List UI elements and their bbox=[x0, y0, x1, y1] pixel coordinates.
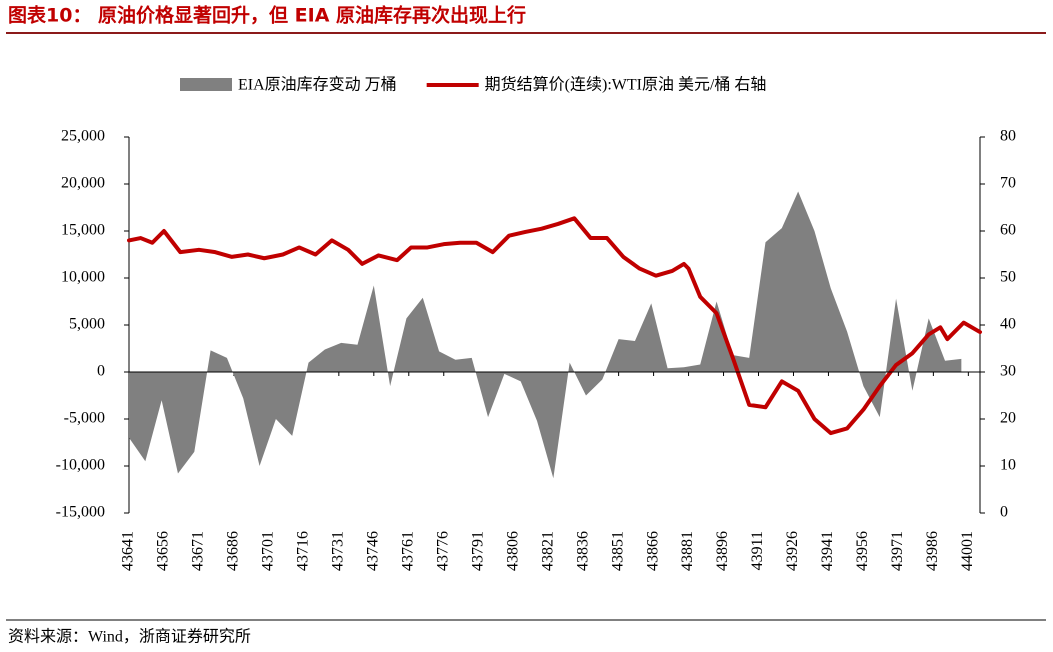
x-tick-label: 43701 bbox=[260, 531, 277, 571]
legend-swatch bbox=[180, 78, 232, 91]
source: 资料来源：Wind，浙商证券研究所 bbox=[8, 628, 251, 646]
y-tick-label: 0 bbox=[97, 363, 105, 380]
x-tick-label: 43896 bbox=[714, 531, 731, 571]
chart-title: 图表10： 原油价格显著回升，但 EIA 原油库存再次出现上行 bbox=[8, 4, 526, 27]
y-tick-label: -10,000 bbox=[56, 457, 105, 474]
x-tick-label: 43866 bbox=[644, 531, 661, 571]
x-tick-label: 43686 bbox=[225, 531, 242, 571]
x-tick-label: 43806 bbox=[504, 531, 521, 571]
y-tick-label: -15,000 bbox=[56, 504, 105, 521]
x-tick-label: 43821 bbox=[539, 531, 556, 571]
x-tick-label: 43911 bbox=[749, 531, 766, 570]
x-tick-label: 43746 bbox=[364, 531, 381, 571]
x-tick-label: 43656 bbox=[155, 531, 172, 571]
x-tick-label: 43671 bbox=[190, 531, 207, 571]
y2-tick-label: 30 bbox=[1000, 363, 1016, 380]
x-tick-label: 43926 bbox=[784, 531, 801, 571]
area bbox=[129, 191, 962, 479]
y-tick-label: -5,000 bbox=[64, 410, 105, 427]
x-tick-label: 43776 bbox=[434, 531, 451, 571]
legend-label: 期货结算价(连续):WTI原油 美元/桶 右轴 bbox=[485, 75, 767, 94]
x-tick-label: 43851 bbox=[609, 531, 626, 571]
y-tick-label: 5,000 bbox=[69, 316, 105, 333]
line bbox=[127, 216, 982, 436]
y2-tick-label: 50 bbox=[1000, 269, 1016, 286]
y-tick-label: 20,000 bbox=[61, 175, 105, 192]
x-tick-label: 43791 bbox=[469, 531, 486, 571]
y2-tick-label: 40 bbox=[1000, 316, 1016, 333]
y2-tick-label: 20 bbox=[1000, 410, 1016, 427]
y2-tick-label: 70 bbox=[1000, 175, 1016, 192]
x-tick-label: 43761 bbox=[399, 531, 416, 571]
x-tick-label: 43836 bbox=[574, 531, 591, 571]
y-tick-label: 10,000 bbox=[61, 269, 105, 286]
y2-tick-label: 60 bbox=[1000, 222, 1016, 239]
x-tick-label: 43716 bbox=[295, 531, 312, 571]
x-tick-label: 43941 bbox=[819, 531, 836, 571]
y2-tick-label: 10 bbox=[1000, 457, 1016, 474]
x-tick-label: 43986 bbox=[924, 531, 941, 571]
x-tick-label: 43971 bbox=[889, 531, 906, 571]
x-tick-label: 43641 bbox=[120, 531, 137, 571]
x-tick-label: 43881 bbox=[679, 531, 696, 571]
y-tick-label: 15,000 bbox=[61, 222, 105, 239]
y2-tick-label: 0 bbox=[1000, 504, 1008, 521]
y-tick-label: 25,000 bbox=[61, 128, 105, 145]
x-tick-label: 44001 bbox=[959, 531, 976, 571]
legend-label: EIA原油库存变动 万桶 bbox=[238, 76, 397, 94]
x-tick-label: 43731 bbox=[330, 531, 347, 571]
y2-tick-label: 80 bbox=[1000, 128, 1016, 145]
x-tick-label: 43956 bbox=[854, 531, 871, 571]
